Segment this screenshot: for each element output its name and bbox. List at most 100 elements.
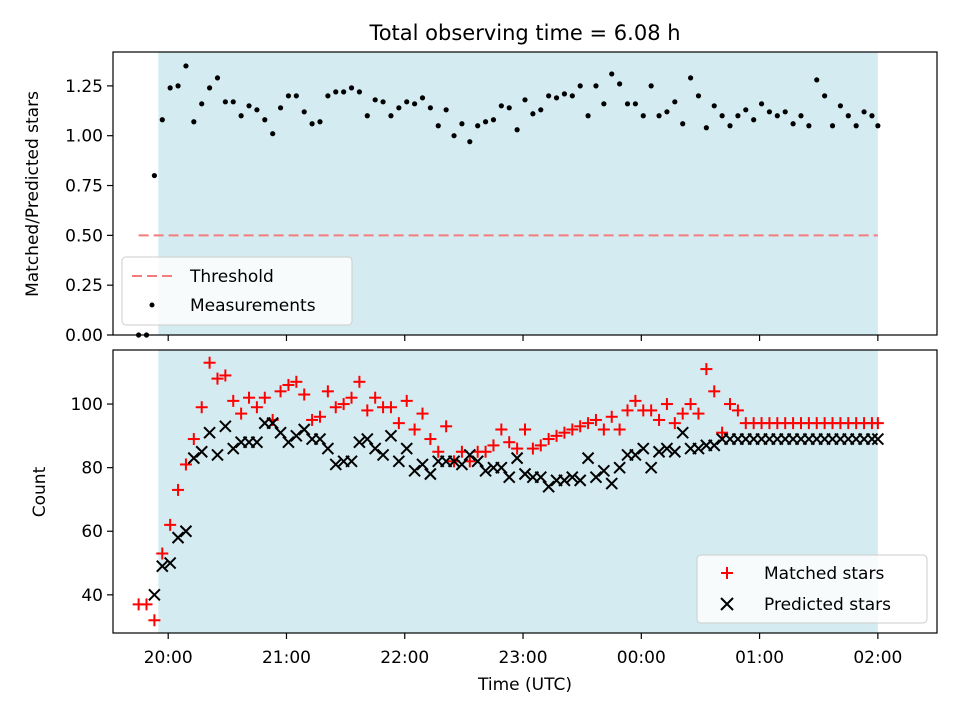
predicted-star-point — [660, 442, 674, 455]
matched-star-point — [582, 417, 595, 430]
matched-star-point — [243, 391, 256, 404]
matched-star-point — [361, 404, 374, 417]
matched-star-point — [219, 369, 232, 382]
legend-measurements-label: Measurements — [190, 296, 316, 316]
measurement-point — [317, 119, 323, 125]
predicted-star-point — [321, 442, 335, 455]
matched-star-point — [337, 398, 350, 411]
predicted-star-point — [495, 461, 508, 474]
measurement-point — [845, 113, 851, 119]
measurement-point — [136, 332, 142, 338]
predicted-star-point — [250, 436, 264, 449]
measurement-points — [136, 63, 881, 338]
measurement-point — [664, 109, 670, 115]
measurement-point — [191, 119, 197, 125]
measurement-point — [814, 77, 820, 83]
measurement-point — [482, 119, 489, 125]
matched-star-point — [211, 372, 224, 385]
ratio-y-ticks: 0.00 0.25 0.50 0.75 1.00 1.25 — [65, 77, 113, 346]
matched-star-point — [172, 483, 185, 496]
measurement-point — [585, 113, 591, 119]
measurement-point — [427, 105, 433, 111]
measurement-point — [837, 103, 844, 109]
matched-star-point — [290, 375, 303, 388]
measurement-point — [222, 99, 228, 105]
measurement-point — [277, 105, 284, 111]
predicted-star-point — [566, 470, 579, 484]
matched-star-point — [274, 385, 287, 398]
matched-star-point — [660, 398, 673, 411]
predicted-star-point — [573, 474, 587, 487]
predicted-star-point — [148, 588, 161, 602]
predicted-star-point — [534, 470, 547, 484]
matched-star-point — [156, 547, 169, 560]
measurement-point — [758, 101, 765, 107]
predicted-star-point — [203, 426, 216, 439]
x-tick-label: 20:00 — [144, 648, 193, 668]
predicted-star-point — [368, 442, 382, 455]
count-y-ticks: 40 60 80 100 — [71, 395, 113, 606]
matched-star-point — [298, 388, 311, 401]
measurement-point — [325, 93, 331, 99]
predicted-star-point — [290, 429, 303, 443]
matched-star-point — [369, 391, 382, 404]
legend-predicted-swatch — [720, 597, 734, 611]
matched-star-point — [550, 429, 563, 442]
predicted-star-point — [542, 480, 555, 493]
matched-star-point — [227, 394, 240, 407]
predicted-star-point — [518, 467, 532, 481]
predicted-star-point — [211, 448, 224, 462]
count-points — [132, 356, 885, 627]
measurement-point — [553, 95, 560, 101]
predicted-star-point — [510, 451, 524, 465]
legend-matched-swatch — [721, 567, 733, 579]
x-tick-label: 01:00 — [735, 648, 784, 668]
predicted-star-point — [613, 461, 626, 474]
predicted-star-point — [187, 451, 201, 465]
measurement-point — [262, 117, 268, 123]
predicted-star-point — [266, 416, 279, 430]
count-x-ticks: 20:00 21:00 22:00 23:00 00:00 01:00 02:00 — [144, 633, 902, 668]
measurement-point — [640, 113, 646, 119]
measurement-point — [727, 123, 733, 129]
predicted-star-point — [581, 451, 595, 465]
measurement-point — [546, 93, 552, 99]
measurement-point — [743, 107, 749, 113]
predicted-star-point — [479, 464, 492, 478]
measurement-point — [238, 113, 244, 119]
predicted-star-point — [353, 436, 366, 449]
measurement-point — [632, 101, 638, 107]
predicted-star-point — [282, 436, 295, 449]
predicted-star-point — [376, 448, 390, 462]
matched-star-point — [392, 417, 405, 430]
predicted-star-point — [345, 455, 358, 468]
predicted-star-point — [179, 525, 193, 538]
measurement-point — [230, 99, 236, 105]
measurement-point — [782, 109, 788, 115]
measurement-point — [459, 121, 465, 127]
matched-star-point — [195, 401, 208, 414]
y-tick-label: 80 — [81, 459, 103, 479]
predicted-star-point — [708, 439, 721, 452]
measurement-point — [333, 89, 339, 95]
predicted-star-point — [329, 458, 342, 471]
matched-star-point — [526, 442, 539, 455]
measurement-point — [206, 85, 213, 91]
predicted-star-point — [865, 432, 879, 446]
matched-star-point — [282, 378, 295, 391]
predicted-star-point — [156, 560, 169, 573]
predicted-star-point — [424, 467, 437, 481]
measurement-point — [254, 107, 260, 113]
measurement-point — [861, 109, 867, 115]
predicted-star-point — [605, 477, 618, 490]
matched-star-point — [321, 385, 334, 398]
matched-star-point — [432, 445, 445, 458]
measurement-point — [719, 113, 725, 119]
matched-star-point — [621, 404, 634, 417]
predicted-star-point — [597, 464, 611, 478]
matched-star-point — [140, 598, 153, 611]
measurement-point — [404, 99, 410, 105]
measurement-point — [151, 172, 157, 179]
count-legend-box — [696, 554, 928, 624]
y-tick-label: 0.50 — [65, 226, 103, 246]
